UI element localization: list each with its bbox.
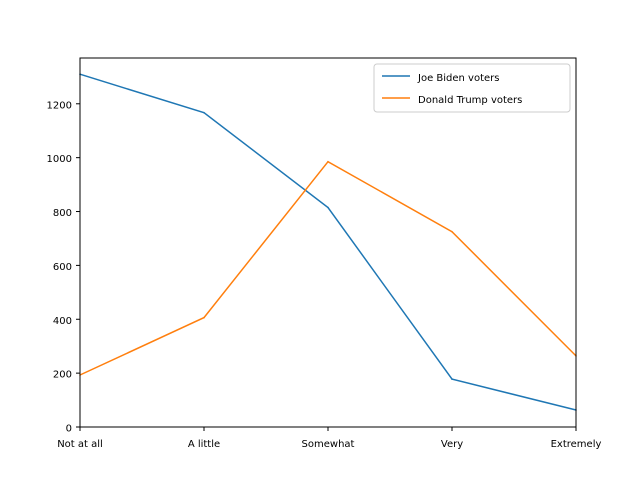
legend-label-1: Donald Trump voters: [418, 95, 522, 106]
data-point-1-2: [327, 160, 329, 163]
y-tick-label: 400: [53, 316, 72, 327]
y-axis: 0 200 400 600 800 1000 1200: [47, 100, 80, 435]
y-tick-label: 0: [66, 424, 72, 435]
x-tick-label: Extremely: [551, 439, 602, 450]
y-tick-label: 200: [53, 370, 72, 381]
series-line-0: [79, 73, 577, 411]
x-tick-label: Somewhat: [302, 439, 355, 450]
data-point-1-1: [203, 316, 205, 319]
series-lines: [79, 73, 577, 411]
y-tick-label: 800: [53, 208, 72, 219]
x-tick-label: A little: [188, 439, 220, 450]
legend-label-0: Joe Biden voters: [417, 73, 499, 84]
series-line-1: [79, 160, 577, 376]
y-tick-label: 1200: [47, 100, 72, 111]
data-point-0-3: [451, 378, 453, 380]
x-tick-label: Very: [441, 439, 463, 450]
y-tick-label: 600: [53, 262, 72, 273]
x-tick-label: Not at all: [57, 439, 103, 450]
axes-frame: [79, 57, 577, 428]
x-axis: Not at all A little Somewhat Very Extremely: [57, 427, 601, 450]
data-point-1-3: [451, 230, 453, 233]
data-point-0-1: [203, 111, 205, 114]
data-point-0-2: [327, 206, 329, 209]
legend-box: [373, 63, 571, 113]
y-tick-label: 1000: [47, 154, 72, 165]
legend: Joe Biden voters Donald Trump voters: [373, 63, 571, 113]
